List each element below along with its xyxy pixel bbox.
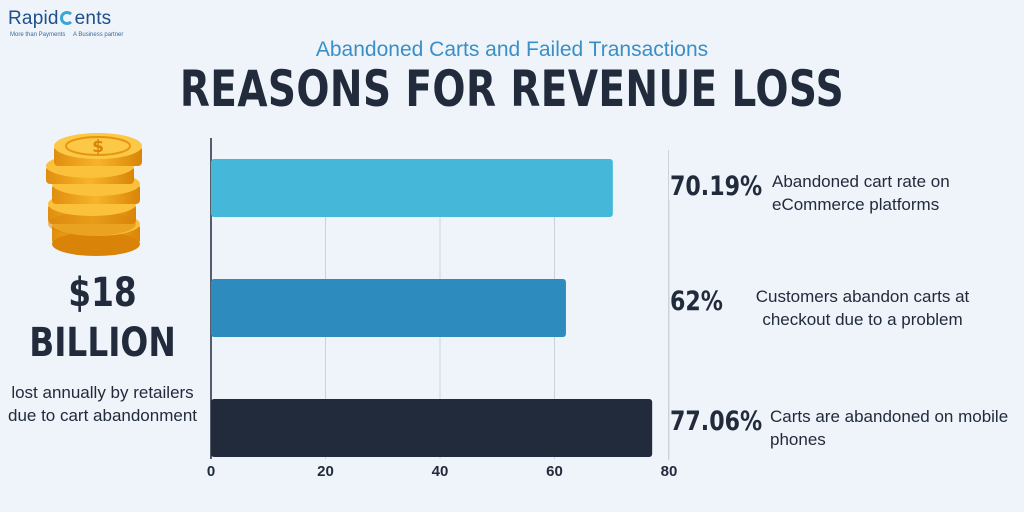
loss-caption: lost annually by retailers due to cart a… [7,383,198,425]
logo-tagline: More than Payments A Business partner [10,32,123,38]
logo-c-icon [59,11,74,25]
stat-value-0: 70.19% [670,171,763,202]
svg-text:$: $ [92,137,104,157]
logo-tagline-right: A Business partner [73,32,124,38]
loss-amount: $18 [68,270,137,316]
logo-name-left: Rapid [8,8,59,29]
bar-1 [211,279,566,337]
stat-desc-2: Carts are abandoned on mobile phones [770,407,1009,449]
coin-stack-icon: $ [46,133,142,256]
stat-desc-0: Abandoned cart rate on eCommerce platfor… [772,172,950,214]
stat-value-1: 62% [670,286,724,317]
rapidcents-logo: Rapid ents More than Payments A Business … [8,8,128,40]
bar-2 [211,399,653,457]
x-tick-label-0: 0 [206,463,216,480]
x-tick-label-80: 80 [660,463,678,480]
x-tick-label-20: 20 [317,463,334,480]
x-tick-label-60: 60 [546,463,563,480]
page-title: REASONS FOR REVENUE LOSS [179,60,845,118]
logo-name-right: ents [74,8,112,29]
stat-value-2: 77.06% [670,406,763,437]
page-subtitle: Abandoned Carts and Failed Transactions [315,38,709,61]
logo-wordmark: Rapid ents [8,8,111,30]
bar-0 [211,159,613,217]
stat-desc-1: Customers abandon carts at checkout due … [755,287,970,329]
divider-line [668,150,669,460]
x-tick-label-40: 40 [431,463,449,480]
logo-tagline-left: More than Payments [10,32,66,38]
loss-unit: BILLION [29,320,176,366]
